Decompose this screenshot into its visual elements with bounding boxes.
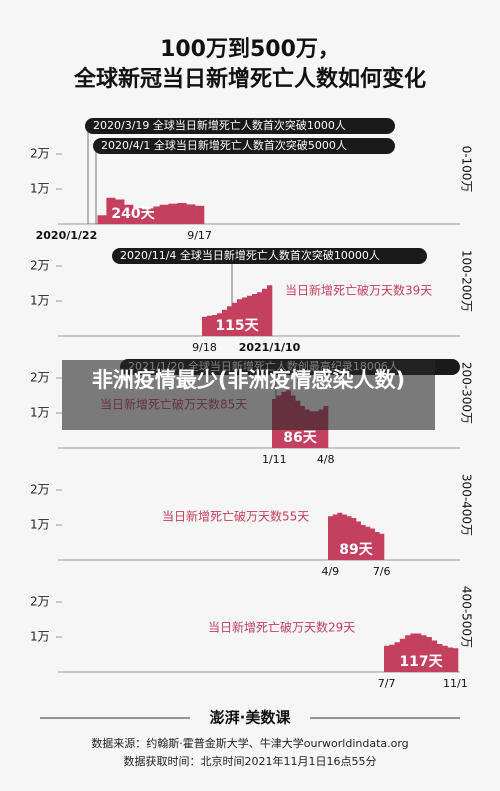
bar xyxy=(222,309,228,336)
bar xyxy=(115,199,125,224)
bar xyxy=(97,215,107,224)
x-tick-label: 7/7 xyxy=(378,677,396,690)
x-tick-label: 9/18 xyxy=(192,341,217,354)
bar xyxy=(252,294,258,336)
bar xyxy=(177,203,187,224)
range-label: 300-400万 xyxy=(460,474,474,536)
bar xyxy=(452,648,459,672)
y-tick-label: 2万 xyxy=(30,483,50,497)
source: 数据来源：约翰斯·霍普金斯大学、牛津大学ourworldindata.org xyxy=(91,736,408,750)
bar xyxy=(124,204,134,224)
y-tick-label: 1万 xyxy=(30,406,50,420)
bar xyxy=(346,516,352,560)
bar xyxy=(168,203,178,224)
x-tick-label: 1/11 xyxy=(262,453,287,466)
title-line: 全球新冠当日新增死亡人数如何变化 xyxy=(73,66,426,92)
bar xyxy=(337,512,343,560)
range-label: 100-200万 xyxy=(460,250,474,312)
days-label: 240天 xyxy=(111,206,155,222)
bar xyxy=(232,302,238,336)
bar xyxy=(257,292,263,336)
bar xyxy=(106,197,116,224)
days-label: 115天 xyxy=(215,318,259,334)
note: 当日新增死亡破万天数39天 xyxy=(285,283,432,298)
bar xyxy=(394,642,401,672)
bar xyxy=(328,516,333,560)
x-tick-label: 2021/1/10 xyxy=(239,341,301,354)
bar xyxy=(415,633,422,672)
bar xyxy=(133,208,143,224)
title-line: 100万到500万， xyxy=(160,37,340,62)
bar xyxy=(389,644,395,672)
bar xyxy=(202,316,208,336)
bar xyxy=(186,204,196,224)
bar xyxy=(421,635,427,672)
bar xyxy=(356,521,361,560)
bar xyxy=(267,285,273,336)
bar xyxy=(360,525,366,560)
bar xyxy=(262,288,268,336)
y-tick-label: 2万 xyxy=(30,147,50,161)
bar xyxy=(431,640,438,672)
x-tick-label: 2020/1/22 xyxy=(36,229,98,242)
y-tick-label: 1万 xyxy=(30,294,50,308)
annotation: 2020/4/1 全球当日新增死亡人数首次突破5000人 xyxy=(101,138,347,152)
bar xyxy=(212,315,218,336)
bar xyxy=(217,313,223,336)
annotation-pill xyxy=(93,138,395,154)
note: 当日新增死亡破万天数55天 xyxy=(162,509,309,524)
bar xyxy=(365,526,371,560)
bar xyxy=(426,637,432,672)
fetch-time: 数据获取时间：北京时间2021年11月1日16点55分 xyxy=(124,754,377,768)
bar xyxy=(379,533,385,560)
logo: 澎湃·美数课 xyxy=(210,709,292,727)
days-label: 117天 xyxy=(399,654,443,670)
bar xyxy=(227,306,233,336)
bar xyxy=(332,514,338,560)
bar xyxy=(442,645,448,672)
bar xyxy=(342,514,347,560)
y-tick-label: 2万 xyxy=(30,595,50,609)
y-tick-label: 2万 xyxy=(30,259,50,273)
annotation-pill xyxy=(85,118,395,134)
bar xyxy=(384,645,390,672)
bar xyxy=(436,644,443,672)
bar xyxy=(141,209,152,224)
bar xyxy=(410,633,417,672)
bar xyxy=(159,204,169,224)
days-label: 89天 xyxy=(339,542,373,558)
annotation-pill xyxy=(112,248,427,264)
x-tick-label: 9/17 xyxy=(187,229,212,242)
bar xyxy=(237,299,243,336)
range-label: 200-300万 xyxy=(460,362,474,424)
days-label: 86天 xyxy=(283,430,317,446)
y-tick-label: 1万 xyxy=(30,518,50,532)
x-tick-label: 4/9 xyxy=(321,565,339,578)
y-tick-label: 1万 xyxy=(30,630,50,644)
x-tick-label: 4/8 xyxy=(317,453,335,466)
bar xyxy=(399,638,406,672)
x-tick-label: 7/6 xyxy=(373,565,391,578)
note: 当日新增死亡破万天数29天 xyxy=(208,620,355,635)
range-label: 0-100万 xyxy=(460,146,474,193)
overlay-caption: 非洲疫情最少(非洲疫情感染人数) xyxy=(62,360,435,430)
bar xyxy=(351,518,357,560)
annotation: 2020/11/4 全球当日新增死亡人数首次突破10000人 xyxy=(120,248,380,262)
x-tick-label: 11/1 xyxy=(443,677,468,690)
bar xyxy=(247,295,253,336)
y-tick-label: 1万 xyxy=(30,182,50,196)
bar xyxy=(242,297,248,336)
bar xyxy=(374,532,380,560)
y-tick-label: 2万 xyxy=(30,371,50,385)
bar xyxy=(207,315,213,336)
bar xyxy=(195,205,205,224)
bar xyxy=(405,635,411,672)
bar xyxy=(447,647,454,672)
bar xyxy=(370,528,375,560)
bar xyxy=(150,206,160,224)
range-label: 400-500万 xyxy=(460,586,474,648)
annotation: 2020/3/19 全球当日新增死亡人数首次突破1000人 xyxy=(93,118,346,132)
